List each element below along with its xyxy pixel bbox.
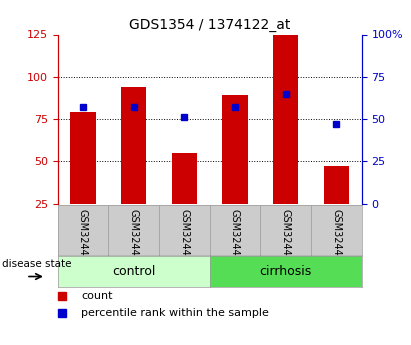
Bar: [273, 34, 298, 204]
Text: GSM32442: GSM32442: [179, 209, 189, 262]
Text: cirrhosis: cirrhosis: [259, 265, 312, 278]
Text: GSM32444: GSM32444: [281, 209, 291, 262]
Bar: [172, 153, 197, 204]
Text: GSM32445: GSM32445: [331, 209, 341, 262]
Text: control: control: [112, 265, 155, 278]
Text: disease state: disease state: [2, 259, 72, 269]
Text: GSM32443: GSM32443: [230, 209, 240, 262]
Title: GDS1354 / 1374122_at: GDS1354 / 1374122_at: [129, 18, 290, 32]
Text: GSM32440: GSM32440: [78, 209, 88, 262]
Bar: [222, 95, 247, 204]
Text: GSM32441: GSM32441: [129, 209, 139, 262]
Text: count: count: [81, 291, 113, 301]
Bar: [70, 112, 95, 204]
Bar: [121, 87, 146, 204]
Text: percentile rank within the sample: percentile rank within the sample: [81, 308, 269, 318]
Bar: [324, 166, 349, 204]
